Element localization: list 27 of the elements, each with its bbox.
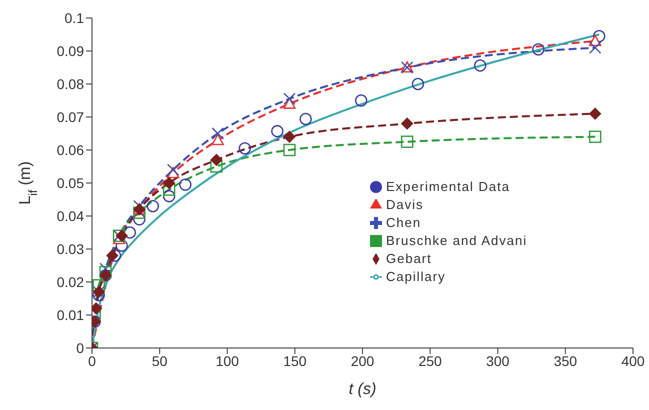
legend-label: Gebart	[386, 251, 432, 266]
x-tick-label: 0	[88, 352, 96, 369]
x-tick-label: 300	[486, 352, 510, 369]
y-tick-label: 0.01	[56, 306, 84, 323]
x-tick-label: 350	[554, 352, 578, 369]
y-tick-label: 0.09	[56, 42, 84, 59]
legend-label: Capillary	[386, 269, 446, 284]
x-axis-title: t (s)	[348, 381, 376, 398]
y-tick-label: 0.03	[56, 240, 84, 257]
x-tick-label: 150	[283, 352, 307, 369]
legend-label: Experimental Data	[386, 179, 510, 194]
legend-label: Davis	[386, 197, 424, 212]
x-tick-label: 400	[621, 352, 645, 369]
y-tick-label: 0.07	[56, 108, 84, 125]
legend-label: Chen	[386, 215, 422, 230]
x-tick-label: 50	[152, 352, 168, 369]
y-tick-label: 0.1	[64, 10, 84, 26]
y-tick-label: 0.02	[56, 274, 84, 290]
y-tick-label: 0.08	[56, 76, 84, 92]
y-tick-label: 0.06	[56, 142, 84, 158]
y-tick-label: 0.05	[56, 174, 84, 191]
legend-label: Bruschke and Advani	[386, 233, 528, 248]
x-tick-label: 100	[216, 352, 240, 369]
y-tick-label: 0	[76, 340, 84, 356]
x-tick-label: 250	[418, 352, 442, 369]
x-tick-label: 200	[350, 352, 374, 369]
y-tick-label: 0.04	[56, 208, 84, 224]
